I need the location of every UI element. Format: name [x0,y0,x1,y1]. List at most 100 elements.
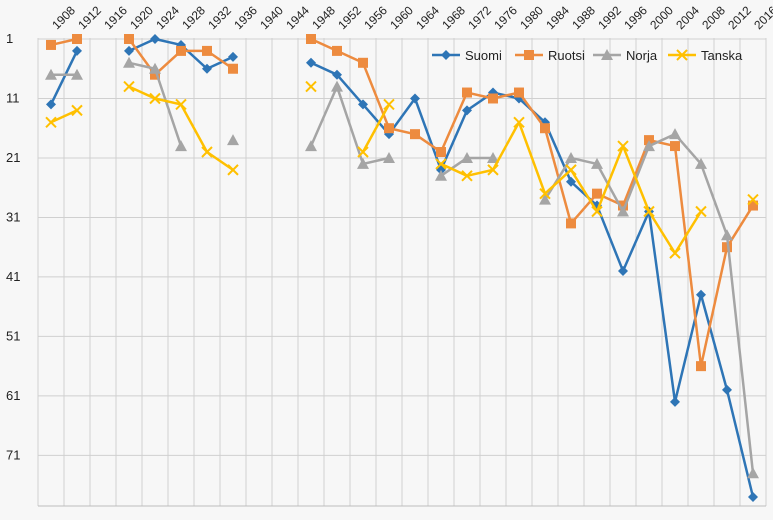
x-axis-ticks: 1908191219161920192419281932193619401944… [49,3,773,32]
y-tick-label: 31 [6,209,20,224]
data-point [722,242,732,253]
x-tick-label: 1924 [153,3,182,32]
data-point [72,45,82,56]
data-point [617,205,629,217]
data-point [228,63,238,74]
series-line [361,103,391,153]
data-point [383,98,395,111]
legend-marker [524,50,534,60]
data-point [669,247,681,259]
data-point [540,123,550,134]
legend-marker [601,49,613,60]
data-point [565,151,577,163]
series-line [128,85,234,171]
x-tick-label: 1988 [569,3,598,32]
data-point [695,205,707,218]
legend-label: Suomi [465,48,502,63]
data-point [565,164,577,176]
data-point [202,63,212,74]
legend-label: Tanska [701,48,743,63]
x-tick-label: 1960 [387,3,416,32]
x-tick-label: 1996 [621,3,650,32]
data-point [332,69,342,80]
series-line [49,50,79,105]
data-point [566,176,576,187]
data-point [227,134,239,146]
data-point [461,170,473,182]
legend: Suomi Ruotsi Norja Tanska [432,48,743,63]
data-point [747,467,759,479]
x-tick-label: 1984 [543,3,572,32]
x-tick-label: 1944 [283,3,312,32]
data-point [45,116,57,128]
data-point [539,187,551,200]
data-point [462,87,472,98]
data-point [358,57,368,68]
x-tick-label: 2008 [699,3,728,32]
data-point [45,68,57,80]
legend-marker [676,49,688,61]
data-point [306,34,316,44]
data-point [357,146,369,158]
y-tick-label: 11 [6,90,20,105]
data-point [175,140,187,152]
x-tick-label: 2012 [725,3,754,32]
data-point [539,193,551,205]
data-point [46,39,56,50]
y-tick-label: 21 [6,150,20,165]
data-point [176,45,186,56]
data-point [46,99,56,110]
data-point [175,98,187,111]
data-point [514,87,524,98]
data-point [72,34,82,44]
x-tick-label: 1928 [179,3,208,32]
data-point [435,158,447,170]
legend-marker [441,50,451,60]
data-point [643,205,655,218]
x-tick-label: 1952 [335,3,364,32]
data-point [592,188,602,199]
data-point [150,69,160,80]
y-tick-label: 1 [6,31,13,46]
x-tick-label: 1972 [465,3,494,32]
data-point [436,147,446,158]
y-tick-label: 51 [6,328,20,343]
data-point [696,361,706,372]
data-point [487,151,499,163]
x-tick-label: 1940 [257,3,286,32]
data-point [513,116,525,128]
data-point [123,80,135,93]
data-point [670,141,680,152]
x-tick-label: 1936 [231,3,260,32]
data-point [591,157,603,169]
data-point [331,80,343,92]
data-point [669,128,681,140]
data-point [228,51,238,62]
x-tick-label: 1980 [517,3,546,32]
data-point [124,34,134,44]
data-point [332,45,342,56]
series-tanska [45,80,759,259]
data-point [410,93,420,104]
data-point [696,289,706,300]
x-tick-label: 1916 [101,3,130,32]
data-point [618,265,628,276]
x-tick-label: 1964 [413,3,442,32]
data-point [643,140,655,152]
x-tick-label: 1912 [75,3,104,32]
legend-label: Ruotsi [548,48,585,63]
data-point [566,218,576,229]
data-point [306,57,316,68]
series-norja [45,56,759,479]
data-point [383,151,395,163]
data-point [384,123,394,134]
x-tick-label: 2000 [647,3,676,32]
data-point [305,80,317,93]
y-tick-label: 71 [6,447,20,462]
data-point [150,34,160,44]
x-tick-label: 1992 [595,3,624,32]
data-point [721,229,733,241]
x-tick-label: 1948 [309,3,338,32]
